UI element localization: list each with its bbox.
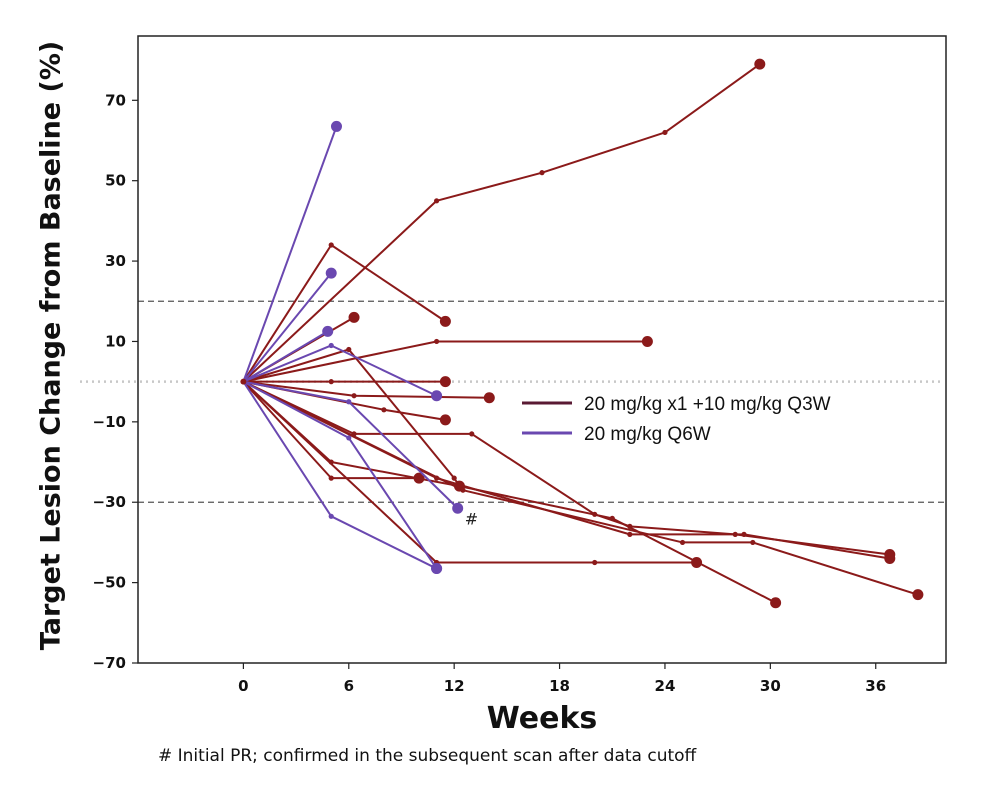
series-point-3-1 <box>434 338 440 345</box>
series-endpoint-7 <box>439 414 451 426</box>
series-6 <box>243 380 495 404</box>
x-tick-label-5: 30 <box>760 677 781 695</box>
series-15 <box>242 267 337 383</box>
series-1 <box>242 242 451 383</box>
x-tick-label-1: 6 <box>344 677 354 695</box>
legend: 20 mg/kg x1 +10 mg/kg Q3W 20 mg/kg Q6W <box>522 394 831 445</box>
series-point-10-3 <box>750 539 756 546</box>
series-point-12-1 <box>328 475 334 481</box>
plot-frame <box>137 35 947 664</box>
origin-point <box>240 378 247 385</box>
x-tick-label-4: 24 <box>655 677 676 695</box>
series-endpoint-17 <box>431 390 443 402</box>
series-3 <box>243 335 653 383</box>
series-point-0-3 <box>662 129 668 136</box>
y-tick-label-6: 50 <box>105 172 126 190</box>
series-point-13-2 <box>592 559 598 566</box>
series-line-0 <box>242 63 761 383</box>
x-tick-label-3: 18 <box>549 677 570 695</box>
series-0 <box>242 58 766 383</box>
series-endpoint-16 <box>322 325 334 337</box>
series-point-10-1 <box>460 487 466 493</box>
series-point-0-2 <box>539 170 545 176</box>
series-point-4-2 <box>451 475 457 481</box>
series-point-11-2 <box>456 483 463 489</box>
series-point-9-3 <box>741 531 747 537</box>
series-point-7-1 <box>381 407 387 413</box>
series-endpoint-6 <box>483 392 495 404</box>
series-17 <box>243 342 443 402</box>
series-20 <box>242 381 443 575</box>
series-line-13 <box>242 380 697 564</box>
series-line-15 <box>242 272 332 383</box>
series-point-17-1 <box>328 342 334 349</box>
series-endpoint-12 <box>413 472 425 484</box>
footnote: # Initial PR; confirmed in the subsequen… <box>158 746 697 766</box>
y-tick-label-7: 70 <box>105 91 126 109</box>
y-axis-title: Target Lesion Change from Baseline (%) <box>36 41 67 650</box>
series-endpoint-2 <box>348 311 360 323</box>
series-12 <box>242 380 425 484</box>
series-point-8-2 <box>469 431 475 437</box>
legend-label-0: 20 mg/kg x1 +10 mg/kg Q3W <box>584 394 831 415</box>
series-16 <box>242 325 334 383</box>
series-line-16 <box>242 330 329 383</box>
series-group <box>240 58 924 609</box>
series-endpoint-9 <box>884 553 896 564</box>
y-tick-label-0: −70 <box>93 654 126 672</box>
x-tick-label-2: 12 <box>444 677 465 695</box>
series-endpoint-13 <box>691 557 703 569</box>
series-point-11-3 <box>609 515 615 521</box>
series-endpoint-15 <box>325 267 337 279</box>
series-point-5-1 <box>328 379 334 385</box>
series-10 <box>242 380 924 601</box>
series-point-10-2 <box>679 539 686 546</box>
series-line-14 <box>242 126 338 382</box>
legend-label-1: 20 mg/kg Q6W <box>584 424 711 445</box>
series-11 <box>242 380 782 609</box>
series-point-20-1 <box>328 513 334 519</box>
series-point-4-1 <box>346 346 352 353</box>
series-endpoint-20 <box>431 563 443 575</box>
series-endpoint-14 <box>330 120 342 132</box>
series-point-9-2 <box>627 531 633 537</box>
series-point-18-1 <box>346 399 352 405</box>
y-tick-label-3: −10 <box>93 413 126 431</box>
series-endpoint-11 <box>770 597 782 609</box>
series-endpoint-10 <box>912 589 924 601</box>
x-tick-label-0: 0 <box>238 677 248 695</box>
series-point-1-1 <box>328 242 334 248</box>
series-endpoint-1 <box>439 315 451 327</box>
annotation-hash: # <box>465 509 478 528</box>
y-tick-label-4: 10 <box>105 332 126 350</box>
series-point-0-1 <box>434 198 440 204</box>
series-endpoint-3 <box>641 335 653 347</box>
y-tick-label-2: −30 <box>93 493 126 511</box>
series-endpoint-0 <box>754 58 766 70</box>
series-point-6-1 <box>351 393 357 399</box>
series-18 <box>243 380 464 514</box>
series-endpoint-18 <box>452 502 464 514</box>
x-axis-title: Weeks <box>487 701 598 736</box>
series-14 <box>242 120 342 382</box>
y-tick-label-5: 30 <box>105 252 126 270</box>
series-endpoint-5 <box>439 376 451 388</box>
x-tick-label-6: 36 <box>865 677 886 695</box>
series-point-19-1 <box>346 435 352 441</box>
y-tick-label-1: −50 <box>93 574 126 592</box>
axis-ticks: 0 6 12 18 24 30 36 −70 −50 −30 −10 10 30 50 70 <box>93 91 887 695</box>
